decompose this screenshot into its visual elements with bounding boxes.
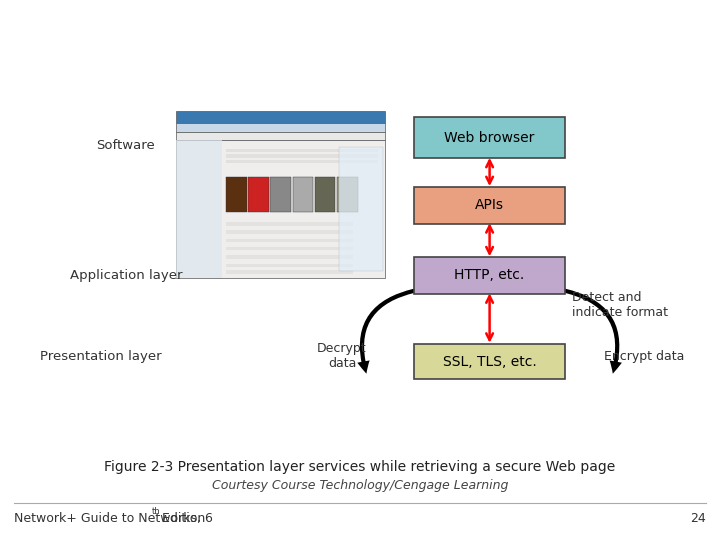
Bar [176,140,385,278]
Bar [248,177,269,212]
FancyArrowPatch shape [564,288,622,374]
Text: Application layer: Application layer [70,269,182,282]
Bar [176,111,385,123]
Bar [315,177,336,212]
FancyBboxPatch shape [414,345,565,379]
Bar [226,247,353,251]
Text: Presentation layer: Presentation layer [40,350,161,363]
Text: Software: Software [96,139,156,152]
Text: Decrypt
data: Decrypt data [318,342,366,370]
Bar [226,177,247,212]
Text: APIs: APIs [475,198,504,212]
Bar [292,177,313,212]
Text: Courtesy Course Technology/Cengage Learning: Courtesy Course Technology/Cengage Learn… [212,480,508,492]
Text: Web browser: Web browser [444,131,535,145]
Text: 24: 24 [690,512,706,525]
FancyBboxPatch shape [414,257,565,294]
Bar [226,160,378,164]
Text: Encrypt data: Encrypt data [604,350,685,363]
Text: Figure 2-3 Presentation layer services while retrieving a secure Web page: Figure 2-3 Presentation layer services w… [104,460,616,474]
Text: Network+ Guide to Networks, 6: Network+ Guide to Networks, 6 [14,512,213,525]
Text: SSL, TLS, etc.: SSL, TLS, etc. [443,355,536,369]
Bar [226,154,378,158]
FancyArrowPatch shape [357,288,415,374]
FancyBboxPatch shape [414,187,565,224]
Bar [226,149,378,152]
Text: th: th [153,508,161,516]
Bar [226,264,353,267]
Bar [337,177,358,212]
Bar [176,132,385,140]
Text: Detect and
indicate format: Detect and indicate format [572,291,668,319]
Bar [226,231,353,234]
Bar [226,239,353,242]
Bar [176,140,222,278]
FancyBboxPatch shape [414,117,565,158]
Text: Edition: Edition [158,512,206,525]
Bar [226,255,353,259]
Text: HTTP, etc.: HTTP, etc. [454,268,525,282]
Bar [226,271,353,274]
Bar [270,177,291,212]
Bar [226,222,353,226]
Bar [176,123,385,132]
Bar [339,147,383,271]
